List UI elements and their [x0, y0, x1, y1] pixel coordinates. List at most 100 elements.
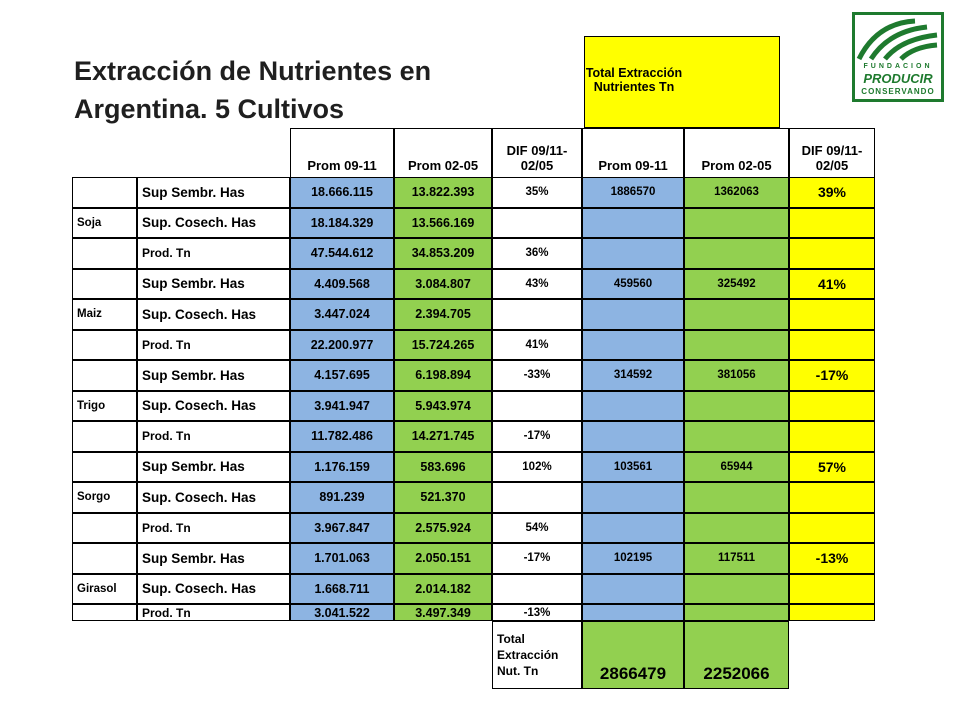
row-label: Sup. Cosech. Has	[137, 299, 290, 330]
extraction-prom-09-11	[582, 299, 684, 330]
extraction-dif	[789, 329, 875, 360]
extraction-prom-02-05: 65944	[684, 451, 789, 482]
value-prom-09-11: 1.701.063	[290, 543, 394, 574]
row-label: Sup Sembr. Has	[137, 268, 290, 299]
value-prom-02-05: 583.696	[394, 451, 492, 482]
extraction-prom-09-11: 1886570	[582, 177, 684, 208]
crop-name-cell	[72, 512, 137, 543]
value-dif: -13%	[492, 604, 582, 621]
extraction-prom-09-11	[582, 238, 684, 269]
row-label: Prod. Tn	[137, 238, 290, 269]
crop-name-cell	[72, 451, 137, 482]
crop-name-cell: Trigo	[72, 390, 137, 421]
extraction-dif: 39%	[789, 177, 875, 208]
extraction-prom-09-11	[582, 421, 684, 452]
extraction-prom-09-11	[582, 482, 684, 513]
column-header: Prom 09-11	[290, 128, 394, 178]
value-prom-09-11: 18.184.329	[290, 207, 394, 238]
value-dif	[492, 573, 582, 604]
column-header: Prom 02-05	[684, 128, 789, 178]
value-prom-09-11: 18.666.115	[290, 177, 394, 208]
value-prom-02-05: 2.014.182	[394, 573, 492, 604]
value-prom-02-05: 14.271.745	[394, 421, 492, 452]
value-prom-09-11: 1.668.711	[290, 573, 394, 604]
value-prom-02-05: 13.566.169	[394, 207, 492, 238]
page-title: Extracción de Nutrientes en Argentina. 5…	[74, 56, 432, 124]
column-header: DIF 09/11-02/05	[789, 128, 875, 178]
logo-text-main: PRODUCIR	[863, 71, 933, 86]
crop-name-cell	[72, 268, 137, 299]
column-header: Prom 09-11	[582, 128, 684, 178]
extraction-prom-02-05	[684, 482, 789, 513]
row-label: Sup. Cosech. Has	[137, 573, 290, 604]
crop-name-cell	[72, 604, 137, 621]
value-prom-02-05: 521.370	[394, 482, 492, 513]
extraction-prom-02-05	[684, 299, 789, 330]
total-prom-02-05: 2252066	[684, 621, 789, 689]
value-prom-09-11: 1.176.159	[290, 451, 394, 482]
row-label: Sup Sembr. Has	[137, 360, 290, 391]
row-label: Prod. Tn	[137, 421, 290, 452]
row-label: Sup Sembr. Has	[137, 451, 290, 482]
value-prom-09-11: 891.239	[290, 482, 394, 513]
column-header: Prom 02-05	[394, 128, 492, 178]
extraction-prom-02-05	[684, 512, 789, 543]
row-label: Prod. Tn	[137, 329, 290, 360]
extraction-prom-02-05	[684, 238, 789, 269]
value-dif	[492, 390, 582, 421]
value-dif: -17%	[492, 421, 582, 452]
extraction-dif: -17%	[789, 360, 875, 391]
extraction-prom-02-05: 1362063	[684, 177, 789, 208]
value-prom-09-11: 3.941.947	[290, 390, 394, 421]
extraction-prom-02-05: 325492	[684, 268, 789, 299]
value-prom-02-05: 2.394.705	[394, 299, 492, 330]
extraction-dif	[789, 299, 875, 330]
extraction-dif	[789, 421, 875, 452]
extraction-dif: -13%	[789, 543, 875, 574]
extraction-prom-09-11: 103561	[582, 451, 684, 482]
value-dif: 43%	[492, 268, 582, 299]
value-prom-02-05: 6.198.894	[394, 360, 492, 391]
total-prom-09-11: 2866479	[582, 621, 684, 689]
fundacion-logo: FUNDACION PRODUCIR CONSERVANDO	[852, 12, 944, 102]
crop-name-cell	[72, 177, 137, 208]
row-label: Sup. Cosech. Has	[137, 390, 290, 421]
extraction-prom-09-11: 102195	[582, 543, 684, 574]
value-prom-09-11: 3.041.522	[290, 604, 394, 621]
column-header: DIF 09/11-02/05	[492, 128, 582, 178]
value-prom-09-11: 47.544.612	[290, 238, 394, 269]
crop-name-cell: Girasol	[72, 573, 137, 604]
crop-name-cell	[72, 543, 137, 574]
value-dif: 35%	[492, 177, 582, 208]
value-prom-09-11: 3.447.024	[290, 299, 394, 330]
value-prom-02-05: 34.853.209	[394, 238, 492, 269]
logo-arcs-icon	[856, 18, 938, 61]
row-label: Prod. Tn	[137, 512, 290, 543]
value-prom-02-05: 5.943.974	[394, 390, 492, 421]
extraction-dif	[789, 390, 875, 421]
value-dif: 102%	[492, 451, 582, 482]
extraction-dif: 41%	[789, 268, 875, 299]
extraction-prom-02-05	[684, 421, 789, 452]
total-label: Total Extracción Nut. Tn	[492, 621, 582, 689]
extraction-dif	[789, 238, 875, 269]
value-prom-09-11: 4.409.568	[290, 268, 394, 299]
extraction-prom-02-05	[684, 207, 789, 238]
value-prom-02-05: 3.084.807	[394, 268, 492, 299]
value-prom-09-11: 22.200.977	[290, 329, 394, 360]
extraction-prom-02-05: 381056	[684, 360, 789, 391]
row-label: Sup Sembr. Has	[137, 543, 290, 574]
extraction-prom-02-05	[684, 573, 789, 604]
value-dif: -17%	[492, 543, 582, 574]
value-dif	[492, 482, 582, 513]
extraction-dif	[789, 512, 875, 543]
value-dif: -33%	[492, 360, 582, 391]
value-dif	[492, 207, 582, 238]
crop-name-cell	[72, 329, 137, 360]
crop-name-cell	[72, 238, 137, 269]
total-extraction-header	[584, 36, 780, 128]
extraction-prom-09-11	[582, 512, 684, 543]
extraction-prom-09-11	[582, 604, 684, 621]
value-prom-02-05: 2.050.151	[394, 543, 492, 574]
logo-text-top: FUNDACION	[863, 63, 933, 70]
